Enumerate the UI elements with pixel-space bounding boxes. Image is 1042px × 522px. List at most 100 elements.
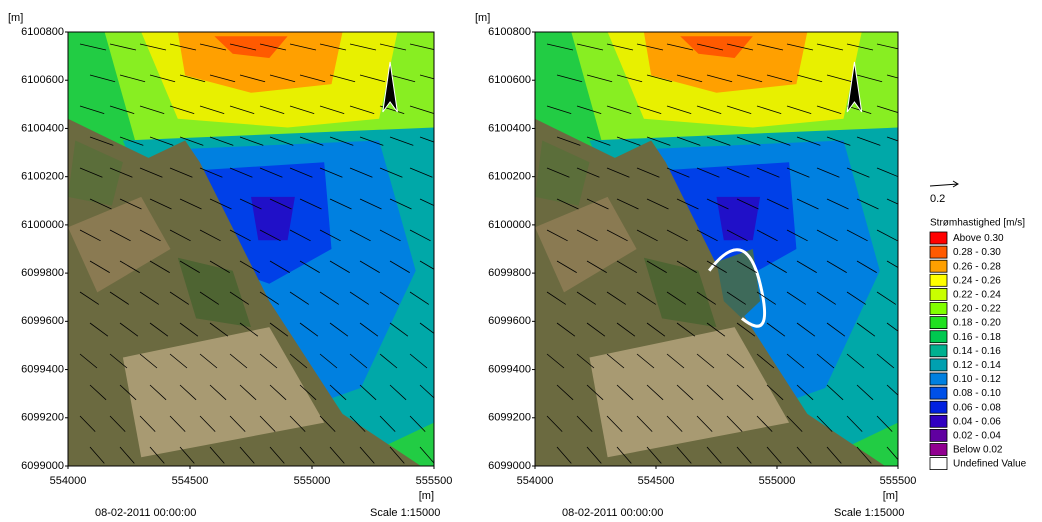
legend-label: 0.26 - 0.28 [953, 261, 1001, 272]
vector [89, 322, 109, 337]
vector [329, 260, 350, 273]
vector [636, 167, 660, 178]
vector [209, 136, 234, 146]
vector [149, 260, 170, 273]
map-area [535, 32, 898, 466]
vector [786, 291, 807, 305]
vector [199, 291, 220, 305]
vector [89, 74, 116, 83]
legend-swatch [929, 245, 948, 259]
vector [706, 322, 726, 337]
vector [269, 446, 285, 464]
band [716, 196, 761, 241]
vector [846, 167, 870, 178]
vector [289, 353, 308, 369]
vector [736, 384, 754, 401]
north-arrow [382, 61, 398, 113]
legend-label: 0.02 - 0.04 [953, 431, 1001, 442]
vector [606, 291, 627, 305]
vector [169, 353, 188, 369]
legend-label: 0.18 - 0.20 [953, 318, 1001, 329]
vector [79, 43, 107, 51]
legend-label: 0.16 - 0.18 [953, 332, 1001, 343]
vector [546, 167, 570, 178]
y-tick-label: 6099000 [21, 460, 64, 472]
vector [289, 105, 315, 114]
vector [736, 260, 757, 273]
vector [409, 415, 426, 432]
vector [556, 198, 579, 210]
vector [139, 415, 156, 432]
vector [259, 291, 280, 305]
vector [119, 74, 146, 83]
y-tick-label: 6100200 [21, 171, 64, 183]
vector [816, 291, 837, 305]
vector [646, 260, 667, 273]
field [177, 257, 251, 328]
legend-swatch [929, 428, 948, 442]
vector [299, 322, 319, 337]
vector [229, 353, 248, 369]
vector [636, 105, 662, 114]
vector [269, 260, 290, 273]
vector [726, 353, 745, 369]
vector [826, 322, 846, 337]
vector [179, 198, 202, 210]
vector [786, 353, 805, 369]
vector [876, 291, 897, 305]
legend-label: Below 0.02 [953, 445, 1003, 456]
vector [139, 229, 161, 242]
vector [576, 353, 595, 369]
vector [616, 74, 643, 83]
vector [886, 136, 898, 142]
frame [534, 31, 899, 467]
field [535, 196, 637, 293]
vector [299, 446, 315, 464]
vector [109, 43, 137, 51]
vector [239, 74, 266, 83]
legend-label: 0.28 - 0.30 [953, 247, 1001, 258]
vector [576, 43, 604, 51]
vector [826, 136, 851, 146]
x-tick-label: 555000 [759, 475, 796, 487]
vector [646, 74, 673, 83]
vector [676, 322, 696, 337]
vector [796, 446, 812, 464]
vector [149, 322, 169, 337]
vector [766, 198, 789, 210]
vector [826, 260, 847, 273]
vector [139, 167, 163, 178]
vector [586, 322, 606, 337]
vector [289, 415, 306, 432]
vector [856, 198, 879, 210]
vector [796, 136, 821, 146]
vector [576, 415, 593, 432]
vector [259, 415, 276, 432]
map-area [68, 32, 434, 466]
vector [179, 260, 200, 273]
x-tick-label: 555000 [294, 475, 331, 487]
vector [89, 198, 112, 210]
vector [119, 446, 135, 464]
vector [179, 74, 206, 83]
x-unit: [m] [419, 490, 434, 502]
vector [349, 105, 375, 114]
vector [876, 167, 898, 178]
vector [259, 229, 281, 242]
vector [179, 384, 197, 401]
vector [606, 229, 628, 242]
vector [349, 229, 371, 242]
vector [109, 105, 135, 114]
vector [696, 353, 715, 369]
vector [109, 167, 133, 178]
vector-scale-arrow [929, 183, 959, 187]
vector [349, 43, 377, 51]
legend-label: 0.22 - 0.24 [953, 290, 1001, 301]
vector [826, 384, 844, 401]
y-tick-label: 6100200 [488, 171, 531, 183]
x-tick-label: 555500 [416, 475, 453, 487]
vector [696, 415, 713, 432]
vector [389, 198, 412, 210]
vector [556, 446, 572, 464]
